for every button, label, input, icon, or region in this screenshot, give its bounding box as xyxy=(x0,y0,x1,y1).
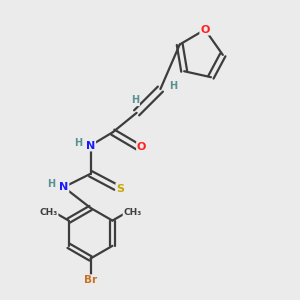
Text: N: N xyxy=(86,140,95,151)
Text: H: H xyxy=(47,179,56,189)
Text: H: H xyxy=(169,81,177,91)
Text: CH₃: CH₃ xyxy=(39,208,58,217)
Text: H: H xyxy=(74,138,82,148)
Text: O: O xyxy=(200,25,210,34)
Text: O: O xyxy=(137,142,146,152)
Text: N: N xyxy=(59,182,68,192)
Text: H: H xyxy=(131,95,139,105)
Text: CH₃: CH₃ xyxy=(123,208,142,217)
Text: S: S xyxy=(116,184,124,194)
Text: Br: Br xyxy=(84,275,97,285)
